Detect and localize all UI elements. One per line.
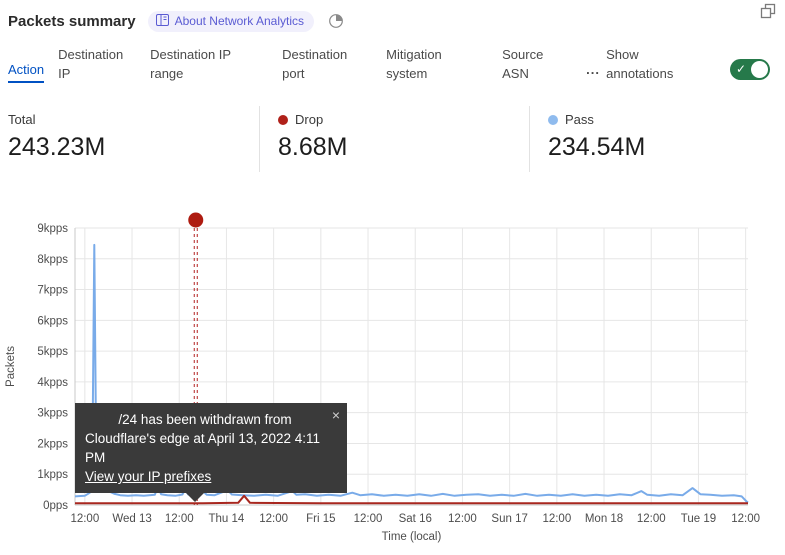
x-tick-label: 12:00	[70, 513, 99, 525]
tooltip-line1: /24 has been withdrawn from	[118, 412, 292, 427]
check-icon: ✓	[736, 61, 747, 76]
x-tick-label: Mon 18	[585, 513, 623, 525]
y-tick-label: 0pps	[43, 500, 68, 512]
y-tick-label: 3kpps	[37, 408, 68, 420]
stat-pass-label: Pass	[565, 112, 594, 127]
stat-drop-value: 8.68M	[278, 133, 348, 161]
book-icon	[155, 13, 169, 29]
stat-pass: Pass 234.54M	[530, 106, 785, 172]
popout-icon[interactable]	[759, 2, 777, 25]
x-tick-label: 12:00	[542, 513, 571, 525]
show-annotations-label: Show annotations	[606, 47, 674, 81]
tab-destination-port[interactable]: Destination port	[282, 47, 348, 81]
stat-pass-value: 234.54M	[548, 133, 646, 161]
x-tick-label: Tue 19	[681, 513, 716, 525]
view-ip-prefixes-link[interactable]: View your IP prefixes	[85, 469, 212, 484]
x-axis-title: Time (local)	[382, 531, 442, 543]
packets-chart-svg: 0pps 1kpps 2kpps 3kpps 4kpps 5kpps 6kpps 7kpps 8…	[5, 212, 760, 543]
x-tick-label: 12:00	[637, 513, 666, 525]
tab-action[interactable]: Action	[8, 60, 45, 83]
annotation-tooltip: × /24 has been withdrawn from Cloudflare…	[75, 403, 347, 502]
series-pass-line	[74, 243, 749, 504]
x-tick-label: Thu 14	[209, 513, 245, 525]
y-tick-label: 6kpps	[37, 315, 68, 327]
time-history-icon[interactable]	[328, 13, 344, 29]
y-tick-label: 9kpps	[37, 223, 68, 235]
tooltip-line2: Cloudflare's edge at April 13, 2022 4:11…	[85, 431, 320, 465]
toggle-knob	[751, 60, 768, 78]
x-tick-label: Wed 13	[112, 513, 151, 525]
stat-total-value: 243.23M	[8, 133, 106, 161]
y-tick-label: 2kpps	[37, 438, 68, 450]
x-tick-label: 12:00	[259, 513, 288, 525]
tab-source-asn[interactable]: Source ASN	[502, 47, 544, 81]
x-tick-label: Sat 16	[399, 513, 432, 525]
stat-total: Total 243.23M	[0, 106, 260, 172]
x-tick-label: Fri 15	[306, 513, 335, 525]
stat-drop: Drop 8.68M	[260, 106, 530, 172]
tooltip-caret	[186, 493, 204, 502]
y-tick-label: 8kpps	[37, 254, 68, 266]
series-drop-line	[75, 494, 748, 505]
packets-chart[interactable]: 0pps 1kpps 2kpps 3kpps 4kpps 5kpps 6kpps 7kpps 8…	[0, 200, 785, 555]
y-tick-label: 1kpps	[37, 469, 68, 481]
tab-destination-ip[interactable]: Destination IP	[58, 47, 124, 81]
x-tick-label: 12:00	[354, 513, 383, 525]
stat-drop-label: Drop	[295, 112, 324, 127]
y-axis-title: Packets	[5, 346, 17, 387]
show-annotations-toggle[interactable]: ✓	[730, 58, 770, 80]
x-tick-label: 12:00	[448, 513, 477, 525]
more-tabs-ellipsis-icon[interactable]: ...	[586, 61, 600, 77]
badge-label: About Network Analytics	[174, 14, 304, 28]
stats-row: Total 243.23M Drop 8.68M Pass 234.54M	[0, 106, 785, 172]
close-icon[interactable]: ×	[331, 407, 340, 423]
dimension-tabs: Action Destination IP Destination IP ran…	[8, 45, 777, 93]
y-tick-label: 4kpps	[37, 377, 68, 389]
stat-total-label: Total	[8, 112, 36, 127]
x-tick-label: 12:00	[165, 513, 194, 525]
y-tick-label: 5kpps	[37, 346, 68, 358]
annotation-dot[interactable]	[188, 212, 204, 228]
y-tick-label: 7kpps	[37, 285, 68, 297]
x-tick-label: Sun 17	[491, 513, 527, 525]
tab-mitigation-system[interactable]: Mitigation system	[386, 47, 442, 81]
about-network-analytics-badge[interactable]: About Network Analytics	[147, 10, 314, 32]
page-title: Packets summary	[8, 12, 136, 30]
panel-header: Packets summary About Network Analytics	[8, 8, 777, 34]
drop-legend-dot	[278, 114, 288, 125]
tab-destination-ip-range[interactable]: Destination IP range	[150, 47, 231, 81]
x-tick-label: 12:00	[731, 513, 760, 525]
pass-legend-dot	[548, 114, 558, 125]
